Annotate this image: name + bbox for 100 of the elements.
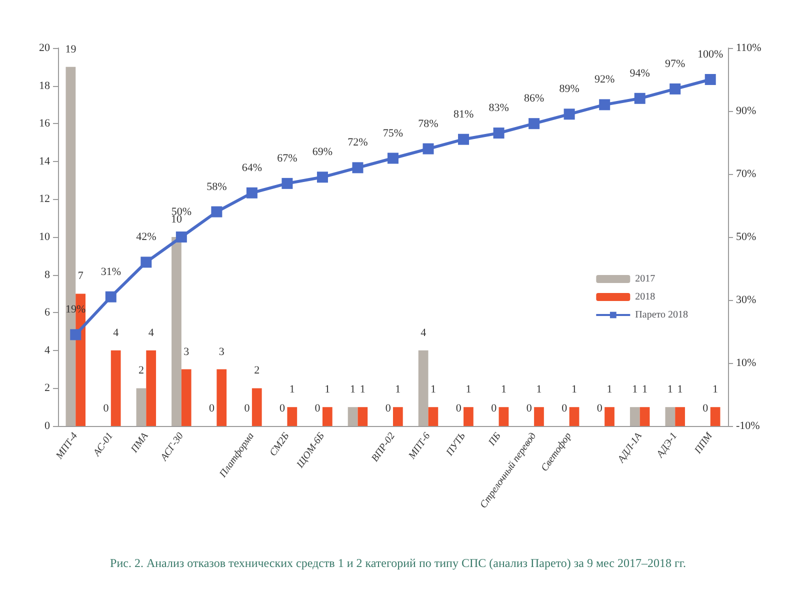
bar — [393, 407, 403, 426]
point — [599, 99, 610, 110]
bar — [110, 350, 121, 426]
data-label: 10 — [170, 214, 182, 226]
data-label: 81% — [453, 108, 474, 120]
y-tick-label: 0 — [44, 420, 50, 432]
data-label: 1 — [667, 384, 673, 396]
point — [458, 134, 470, 145]
bar — [348, 407, 358, 426]
data-label: 4 — [420, 326, 427, 339]
data-label: 1 — [536, 384, 542, 396]
point — [352, 162, 364, 174]
y2-tick-label: 50% — [736, 231, 756, 243]
data-label: 69% — [312, 146, 333, 158]
legend-label: 2017 — [635, 274, 656, 284]
data-label: 1 — [677, 384, 683, 396]
point — [282, 178, 293, 189]
data-label: 1 — [430, 384, 436, 396]
y2-tick-label: -10% — [736, 420, 760, 432]
data-label: 0 — [314, 402, 321, 414]
data-label: 0 — [456, 402, 462, 414]
data-label: 75% — [382, 127, 404, 140]
data-label: 1 — [606, 384, 612, 396]
data-label: 1 — [466, 384, 472, 396]
bar — [498, 407, 509, 426]
y-tick-label: 4 — [44, 344, 50, 356]
data-label: 31% — [100, 266, 121, 278]
point — [105, 291, 116, 302]
bar — [146, 350, 156, 426]
bar — [181, 369, 192, 426]
y-tick-label: 20 — [39, 42, 50, 54]
bar — [640, 407, 650, 426]
data-label: 1 — [350, 384, 356, 396]
text: Рис. 2. Анализ отказов технических средств 1 и 2 категорий по типу СПС (анализ Парето) за 9 мес 2017–2018 гг. — [110, 556, 686, 570]
point — [246, 187, 258, 198]
data-label: 78% — [418, 118, 438, 130]
point — [493, 128, 504, 139]
bar — [534, 407, 544, 426]
data-label: 4 — [113, 326, 120, 339]
data-label: 0 — [596, 402, 603, 414]
point — [211, 206, 222, 218]
point — [634, 92, 646, 104]
data-label: 19% — [66, 304, 86, 316]
legend-label: Парето 2018 — [635, 310, 688, 320]
point — [176, 232, 187, 242]
data-label: 1 — [395, 384, 401, 396]
data-label: 0 — [491, 402, 498, 414]
data-label: 86% — [524, 92, 544, 105]
point — [70, 329, 82, 340]
y2-tick-label: 10% — [736, 357, 756, 369]
data-label: 1 — [572, 384, 578, 396]
data-label: 0 — [280, 402, 286, 414]
data-label: 42% — [136, 231, 156, 244]
bar — [216, 369, 227, 426]
data-label: 1 — [500, 384, 506, 396]
data-label: 97% — [665, 58, 686, 70]
bar — [569, 407, 580, 426]
data-label: 94% — [630, 67, 650, 80]
data-label: 2 — [254, 364, 260, 377]
data-label: 1 — [360, 384, 366, 396]
point — [316, 172, 328, 183]
point — [704, 74, 716, 85]
bar — [358, 407, 368, 426]
bar — [464, 407, 474, 426]
y2-tick-label: 90% — [736, 105, 756, 117]
y2-tick-label: 30% — [736, 294, 756, 306]
data-label: 72% — [348, 136, 368, 149]
data-label: 1 — [712, 384, 718, 396]
y2-tick-label: 110% — [736, 42, 762, 54]
data-label: 92% — [594, 74, 615, 86]
y-tick-label: 10 — [39, 231, 50, 243]
y-tick-label: 8 — [44, 268, 50, 281]
y-tick-label: 12 — [39, 193, 50, 206]
bar — [428, 407, 438, 426]
bar — [675, 407, 685, 426]
data-label: 7 — [78, 270, 84, 282]
bar — [136, 388, 146, 426]
data-label: 3 — [184, 346, 190, 358]
bar — [287, 407, 298, 426]
data-label: 0 — [385, 402, 392, 414]
point — [388, 152, 398, 164]
y2-tick-label: 70% — [736, 168, 756, 180]
data-label: 89% — [559, 83, 580, 96]
data-label: 1 — [632, 384, 638, 396]
data-label: 0 — [562, 402, 568, 414]
bar — [630, 407, 640, 426]
y-tick-label: 14 — [39, 155, 50, 168]
bar — [322, 407, 332, 426]
point — [528, 118, 540, 130]
data-label: 1 — [324, 384, 330, 396]
data-label: 3 — [218, 346, 225, 358]
bar — [604, 407, 614, 426]
legend-label: 2018 — [635, 292, 656, 302]
data-label: 2 — [138, 364, 144, 377]
data-label: 0 — [103, 402, 110, 414]
data-label: 58% — [206, 180, 227, 193]
y-tick-label: 2 — [44, 382, 50, 394]
y-tick-label: 16 — [39, 118, 50, 130]
data-label: 83% — [488, 102, 509, 114]
y-tick-label: 6 — [44, 306, 50, 319]
